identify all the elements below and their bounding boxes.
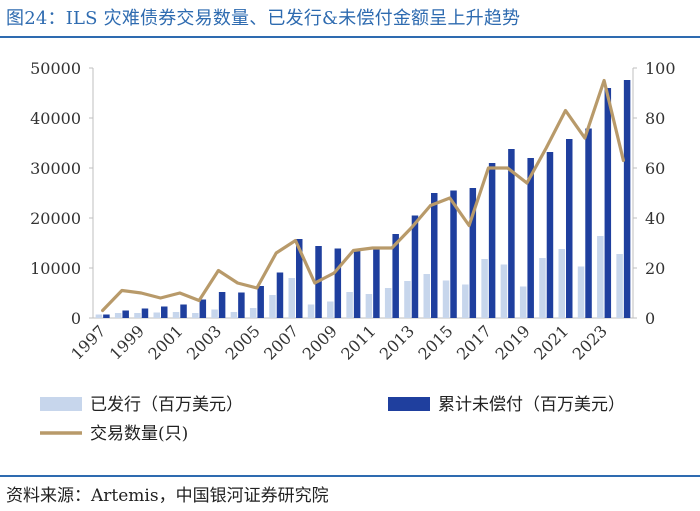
issued-bar [192, 313, 199, 318]
outstanding-bar [218, 292, 226, 318]
issued-bar [384, 288, 392, 318]
issued-bar [249, 308, 257, 318]
outstanding-bar [296, 239, 303, 318]
issued-bar [346, 292, 353, 318]
issued-bar [134, 313, 141, 318]
x-axis-tick-label: 2021 [530, 321, 572, 363]
issued-bar [404, 281, 411, 318]
issued-bar [616, 254, 623, 318]
trades-line [100, 78, 626, 313]
left-axis-tick-label: 20000 [30, 209, 81, 228]
outstanding-bar [411, 215, 419, 318]
outstanding-bar [527, 158, 534, 318]
x-axis-tick-label: 1999 [106, 321, 148, 363]
issued-bar [481, 259, 488, 318]
x-axis-tick-label: 2007 [260, 321, 302, 363]
legend-trades-label: 交易数量(只) [90, 424, 188, 444]
legend-outstanding-label: 累计未偿付（百万美元） [438, 395, 625, 415]
title-divider [0, 36, 700, 38]
outstanding-bar [431, 193, 438, 318]
outstanding-bar [450, 190, 457, 318]
outstanding-bar [508, 149, 515, 318]
right-axis-tick-label: 100 [645, 59, 676, 78]
outstanding-bar [488, 163, 496, 318]
right-axis-tick-label: 60 [645, 159, 665, 178]
issued-bar [597, 236, 604, 318]
issued-bar [288, 278, 295, 318]
issued-bar [539, 258, 546, 318]
left-axis-tick-label: 30000 [30, 159, 81, 178]
outstanding-bar [373, 248, 380, 318]
legend-issued-swatch [40, 397, 82, 411]
x-axis-tick-label: 2019 [492, 321, 534, 363]
legend-issued-label: 已发行（百万美元） [90, 395, 243, 415]
right-axis-tick-label: 0 [645, 309, 655, 328]
issued-bar [462, 284, 469, 318]
outstanding-bar [623, 80, 631, 318]
x-axis-tick-label: 2013 [376, 321, 418, 363]
outstanding-bar [604, 88, 612, 318]
x-axis-tick-label: 2015 [414, 321, 456, 363]
outstanding-bar [334, 248, 342, 318]
issued-bar [114, 313, 122, 318]
right-axis-tick-label: 20 [645, 259, 665, 278]
issued-bar [95, 314, 103, 318]
issued-bar [230, 312, 238, 318]
issued-bar [423, 274, 430, 318]
issued-bar [327, 301, 334, 318]
x-axis-tick-label: 2011 [337, 321, 379, 363]
issued-bar [519, 286, 527, 318]
outstanding-bar [122, 310, 129, 318]
issued-bar [211, 309, 218, 318]
left-axis-tick-label: 10000 [30, 259, 81, 278]
issued-bar [558, 249, 565, 318]
outstanding-bar [585, 128, 592, 318]
outstanding-bar [199, 299, 207, 318]
issued-bar [172, 312, 180, 318]
outstanding-bar [566, 139, 573, 318]
issued-bar [365, 294, 373, 318]
issued-bar [269, 295, 276, 318]
x-axis-tick-label: 2009 [299, 321, 341, 363]
outstanding-bar [238, 292, 245, 318]
source-divider [0, 475, 700, 477]
x-axis-tick-label: 2005 [222, 321, 264, 363]
left-axis-tick-label: 0 [71, 309, 81, 328]
outstanding-bar [392, 234, 399, 318]
outstanding-bar [257, 286, 264, 318]
outstanding-bar [276, 272, 284, 318]
outstanding-bar [469, 188, 477, 318]
chart: 0 10000 20000 30000 40000 50000 0 20 40 60 80 100 19… [30, 59, 676, 444]
x-axis-tick-label: 2003 [183, 321, 225, 363]
outstanding-bar [546, 152, 554, 318]
outstanding-bar [161, 306, 168, 318]
left-axis-tick-label: 40000 [30, 109, 81, 128]
left-axis-tick-label: 50000 [30, 59, 81, 78]
outstanding-bar [180, 304, 187, 318]
source-note: 资料来源：Artemis，中国银河证券研究院 [6, 486, 329, 506]
figure-title: 图24：ILS 灾难债券交易数量、已发行&未偿付金额呈上升趋势 [6, 8, 521, 29]
issued-bar [442, 280, 450, 318]
legend-outstanding-swatch [388, 397, 430, 411]
x-axis-tick-label: 2023 [569, 321, 611, 363]
issued-bar [153, 312, 160, 318]
outstanding-bar [103, 314, 110, 318]
outstanding-bar [353, 249, 361, 318]
issued-bar [500, 264, 508, 318]
right-axis-tick-label: 80 [645, 109, 665, 128]
right-axis-tick-label: 40 [645, 209, 665, 228]
x-axis-tick-label: 2017 [453, 321, 495, 363]
issued-bar [577, 266, 585, 318]
x-axis-tick-label: 2001 [144, 321, 186, 363]
issued-bar [307, 304, 315, 318]
outstanding-bar [141, 308, 149, 318]
